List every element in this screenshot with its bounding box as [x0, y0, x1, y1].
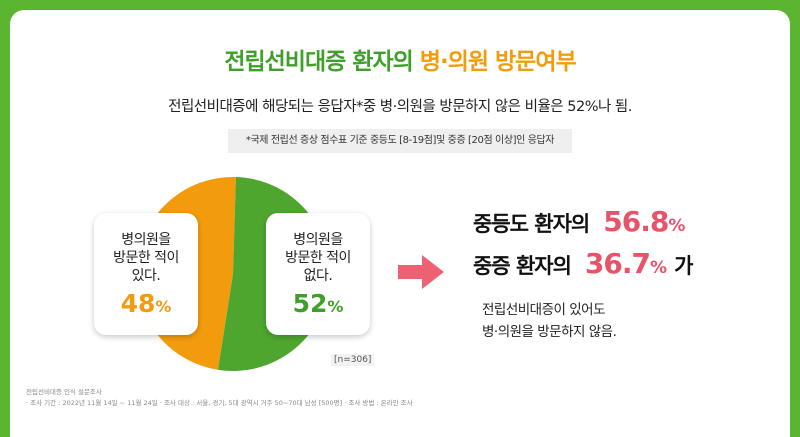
- moderate-value: 56.8%: [599, 205, 689, 238]
- not-visited-percent-value: 52: [292, 289, 328, 318]
- source-note: 전립선비대증 인식 설문조사 · 조사 기간 : 2022년 11월 14일 ~…: [26, 388, 413, 407]
- not-visited-percent: 52%: [266, 291, 370, 316]
- title-main: 전립선비대증 환자의: [224, 49, 420, 75]
- severe-percent-sign: %: [650, 258, 667, 278]
- sample-size-note: [n=306]: [331, 354, 375, 366]
- subtitle: 전립선비대증에 해당되는 응답자*중 병·의원을 방문하지 않은 비율은 52%…: [168, 99, 632, 115]
- visited-percent-sign: %: [155, 297, 172, 316]
- visited-label-box: 병의원을 방문한 적이 있다. 48%: [94, 213, 198, 335]
- moderate-prefix: 중등도 환자의: [473, 212, 590, 236]
- title-highlight: 병·의원 방문여부: [419, 49, 577, 75]
- callout-description: 전립선비대증이 있어도 병·의원을 방문하지 않음.: [482, 302, 617, 340]
- callout-line-moderate: 중등도 환자의 56.8%: [473, 205, 692, 238]
- not-visited-label: 병의원을 방문한 적이 없다.: [285, 232, 351, 284]
- not-visited-percent-sign: %: [327, 297, 344, 316]
- callout-line-severe: 중증 환자의 36.7% 가: [473, 247, 693, 280]
- moderate-value-number: 56.8: [603, 205, 669, 238]
- visited-percent: 48%: [94, 291, 198, 316]
- arrow-right-icon: [398, 255, 444, 289]
- moderate-percent-sign: %: [668, 216, 685, 236]
- visited-label: 병의원을 방문한 적이 있다.: [113, 232, 179, 284]
- severe-value-number: 36.7: [584, 247, 651, 280]
- visited-percent-value: 48: [120, 289, 156, 318]
- page-title: 전립선비대증 환자의 병·의원 방문여부: [0, 42, 800, 76]
- footnote-badge: *국제 전립선 증상 점수표 기준 중등도 [8-19점]및 중증 [20점 이…: [228, 129, 572, 153]
- severe-suffix: 가: [674, 254, 693, 278]
- severe-value: 36.7%: [580, 247, 671, 280]
- severe-prefix: 중증 환자의: [473, 254, 572, 278]
- not-visited-label-box: 병의원을 방문한 적이 없다. 52%: [266, 213, 370, 335]
